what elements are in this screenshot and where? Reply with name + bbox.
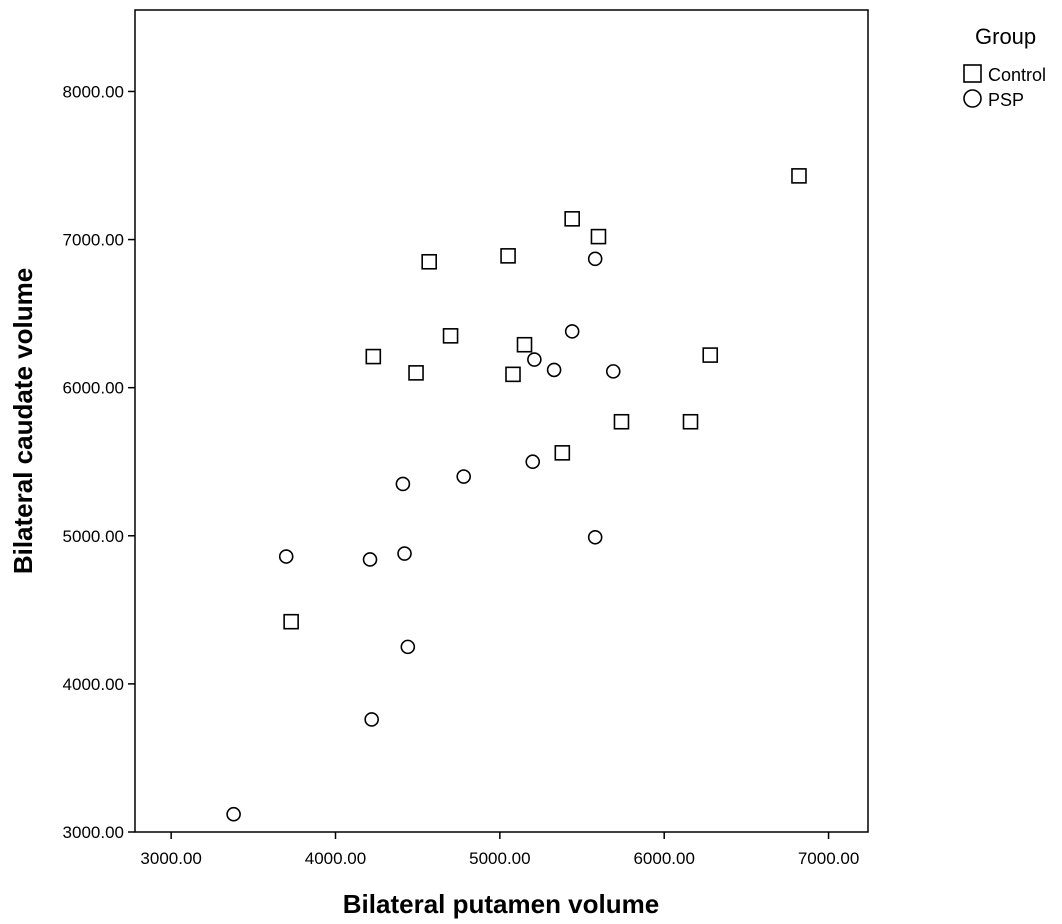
data-points (226, 168, 807, 822)
x-axis-title: Bilateral putamen volume (343, 889, 659, 919)
y-tick-label: 3000.00 (63, 823, 124, 842)
x-axis: 3000.00 4000.00 5000.00 6000.00 7000.00 (140, 832, 859, 868)
data-point-control (791, 168, 807, 184)
data-point-control (442, 328, 459, 344)
y-tick-label: 5000.00 (63, 527, 124, 546)
y-axis-title: Bilateral caudate volume (8, 268, 38, 574)
data-point-psp (587, 251, 603, 267)
data-point-psp (395, 476, 411, 492)
data-point-psp (364, 712, 379, 727)
data-point-control (365, 348, 382, 365)
plot-area-frame (134, 9, 869, 833)
data-point-psp (278, 549, 294, 564)
data-point-control (682, 413, 699, 430)
data-point-psp (605, 364, 621, 379)
y-tick-label: 4000.00 (63, 675, 124, 694)
data-point-psp (226, 806, 241, 822)
legend-title: Group (975, 24, 1036, 49)
data-point-control (702, 347, 719, 363)
data-point-psp (587, 529, 603, 545)
data-point-control (564, 211, 580, 227)
legend-label-control: Control (988, 65, 1046, 85)
data-point-control (500, 248, 516, 264)
data-point-control (613, 413, 630, 430)
legend-square-marker (963, 64, 982, 83)
data-point-control (554, 445, 571, 461)
x-tick-label: 3000.00 (140, 849, 201, 868)
legend-circle-marker (963, 89, 982, 108)
x-tick-label: 4000.00 (305, 849, 366, 868)
data-point-psp (546, 362, 562, 378)
data-point-psp (525, 454, 541, 470)
y-tick-label: 8000.00 (63, 82, 124, 101)
data-point-control (505, 366, 521, 383)
y-axis: 3000.00 4000.00 5000.00 6000.00 7000.00 8000.… (63, 82, 135, 842)
data-point-control (516, 336, 533, 353)
y-tick-label: 7000.00 (63, 231, 124, 250)
data-point-psp (362, 552, 378, 567)
x-tick-label: 6000.00 (633, 849, 694, 868)
data-point-control (408, 365, 424, 381)
x-tick-label: 7000.00 (798, 849, 859, 868)
x-tick-label: 5000.00 (469, 849, 530, 868)
legend: Group Control PSP (963, 24, 1046, 110)
data-point-psp (527, 352, 542, 367)
data-point-control (421, 253, 437, 270)
data-point-psp (397, 546, 412, 561)
data-point-psp (400, 639, 416, 655)
y-tick-label: 6000.00 (63, 379, 124, 398)
data-point-psp (456, 469, 471, 484)
data-point-control (283, 613, 299, 630)
data-point-psp (564, 324, 580, 339)
data-point-control (590, 228, 607, 245)
legend-label-psp: PSP (988, 90, 1024, 110)
